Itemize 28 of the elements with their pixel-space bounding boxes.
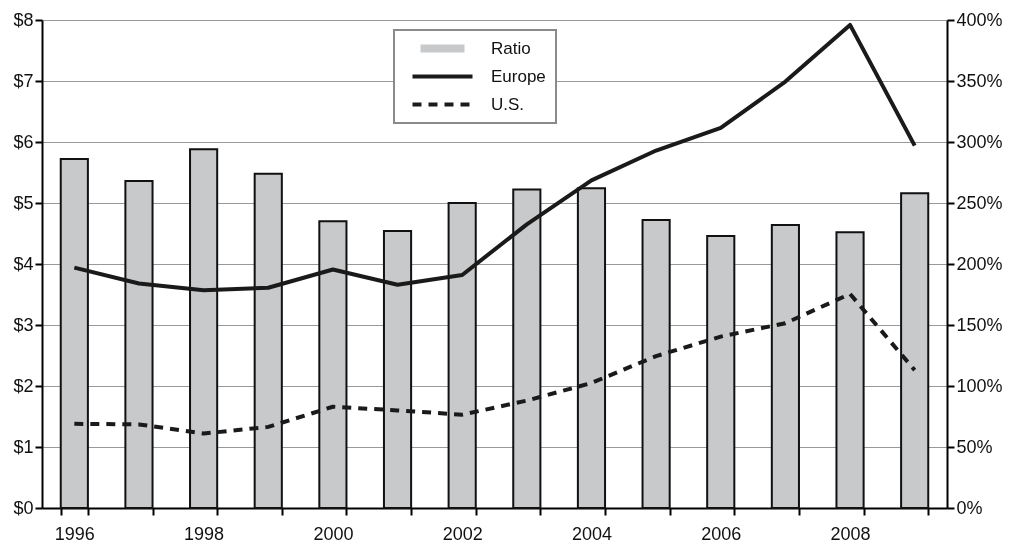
y-tick-label: $2 <box>13 375 34 396</box>
y-tick-label: $5 <box>13 192 34 213</box>
x-tick-label: 2000 <box>313 523 354 544</box>
y-tick-label: $3 <box>13 314 34 335</box>
x-tick-label: 1996 <box>54 523 95 544</box>
y2-tick-label: 150% <box>956 314 1003 335</box>
y-tick-label: $7 <box>13 70 34 91</box>
y-tick-label: $1 <box>13 436 34 457</box>
y-tick-label: $0 <box>13 497 34 518</box>
x-tick-label: 2004 <box>571 523 612 544</box>
y2-tick-label: 400% <box>956 9 1003 30</box>
y-tick-label: $6 <box>13 131 34 152</box>
y2-tick-label: 0% <box>956 497 983 518</box>
y-tick-label: $4 <box>13 253 34 274</box>
legend-label: Ratio <box>491 38 531 58</box>
y-tick-label: $8 <box>13 9 34 30</box>
y2-tick-label: 300% <box>956 131 1003 152</box>
x-tick-label: 2006 <box>701 523 742 544</box>
y2-tick-label: 100% <box>956 375 1003 396</box>
x-tick-label: 1998 <box>184 523 225 544</box>
y2-tick-label: 200% <box>956 253 1003 274</box>
y2-tick-label: 50% <box>956 436 993 457</box>
y2-tick-label: 250% <box>956 192 1003 213</box>
legend-label: Europe <box>491 66 546 86</box>
x-tick-label: 2002 <box>442 523 483 544</box>
y2-tick-label: 350% <box>956 70 1003 91</box>
legend-label: U.S. <box>491 94 525 114</box>
x-tick-label: 2008 <box>830 523 871 544</box>
